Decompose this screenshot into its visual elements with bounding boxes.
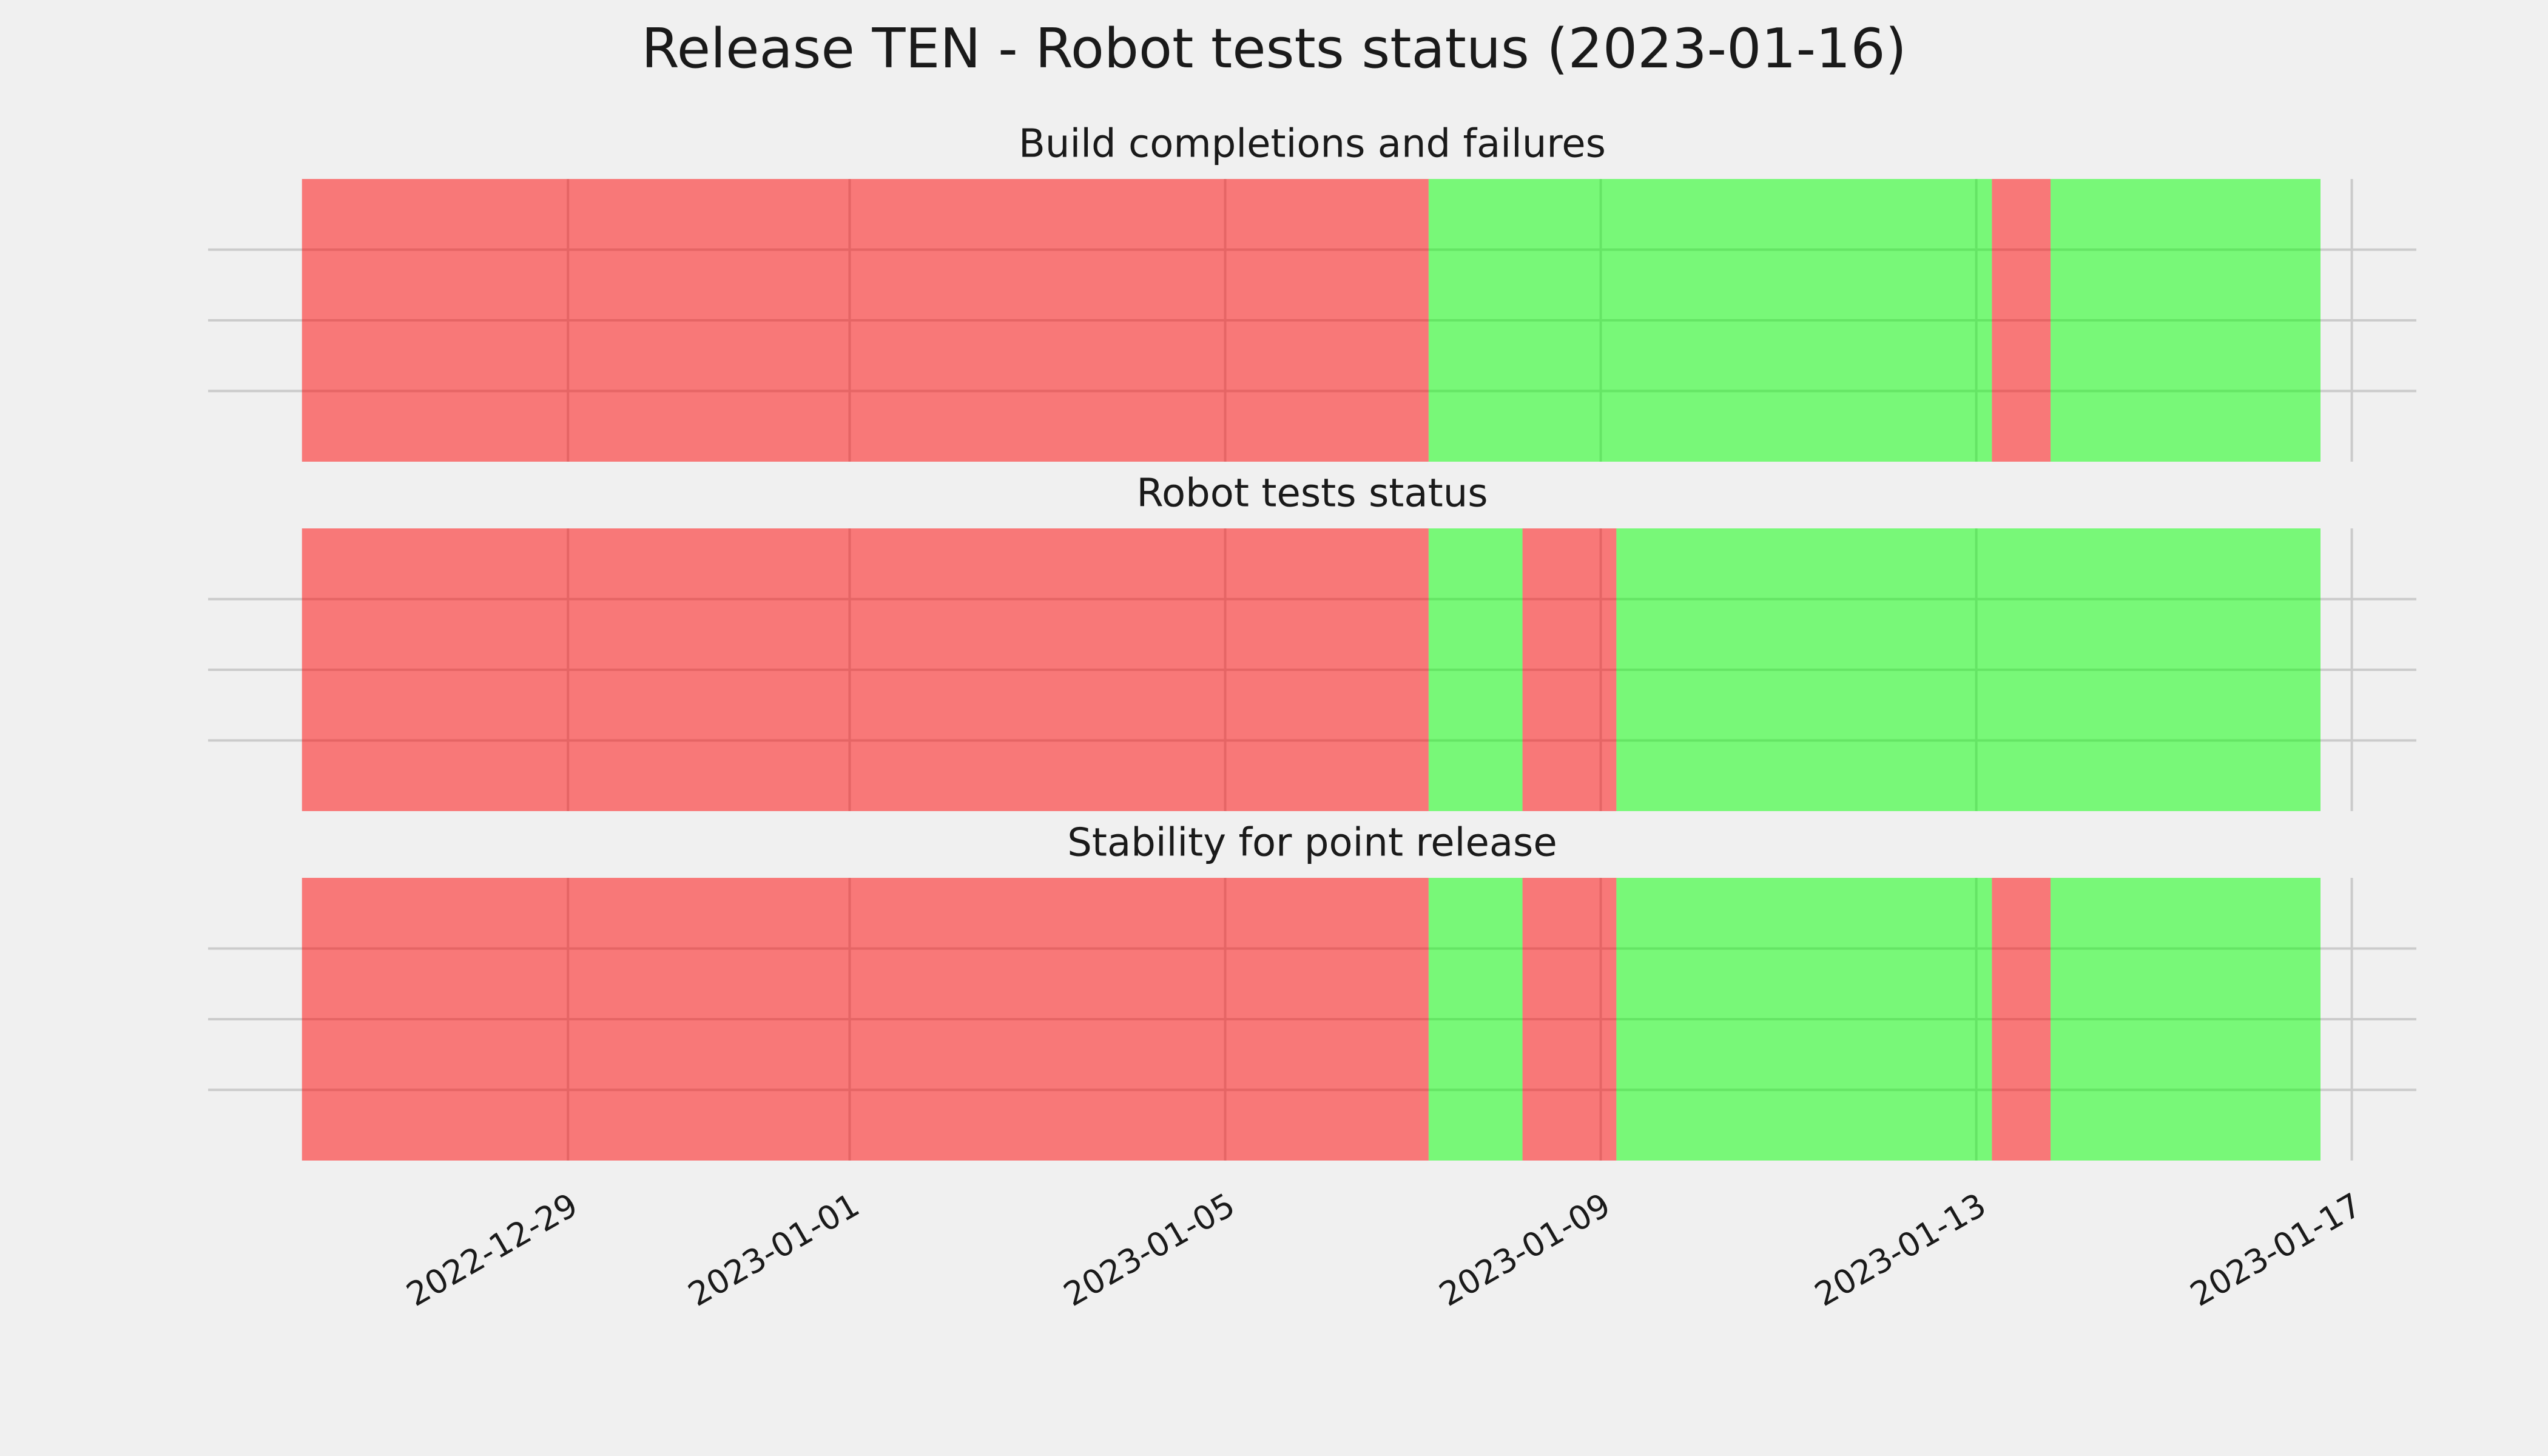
- panel-title: Stability for point release: [1067, 821, 1557, 866]
- status-segment: [1428, 179, 1992, 462]
- status-segment: [1616, 528, 2321, 811]
- status-segment: [1428, 878, 1523, 1161]
- status-segment: [2051, 878, 2321, 1161]
- status-segment: [302, 179, 1429, 462]
- status-segment: [302, 528, 1429, 811]
- status-segment: [1428, 528, 1523, 811]
- page-title: Release TEN - Robot tests status (2023-0…: [641, 17, 1907, 81]
- status-segment: [1992, 878, 2051, 1161]
- status-segment: [1616, 878, 1992, 1161]
- status-segment: [1992, 179, 2051, 462]
- status-segment: [1522, 528, 1617, 811]
- status-segment: [302, 878, 1429, 1161]
- panel-title: Build completions and failures: [1019, 122, 1606, 167]
- status-segment: [1522, 878, 1617, 1161]
- panel-title: Robot tests status: [1136, 471, 1488, 516]
- status-segment: [2051, 179, 2321, 462]
